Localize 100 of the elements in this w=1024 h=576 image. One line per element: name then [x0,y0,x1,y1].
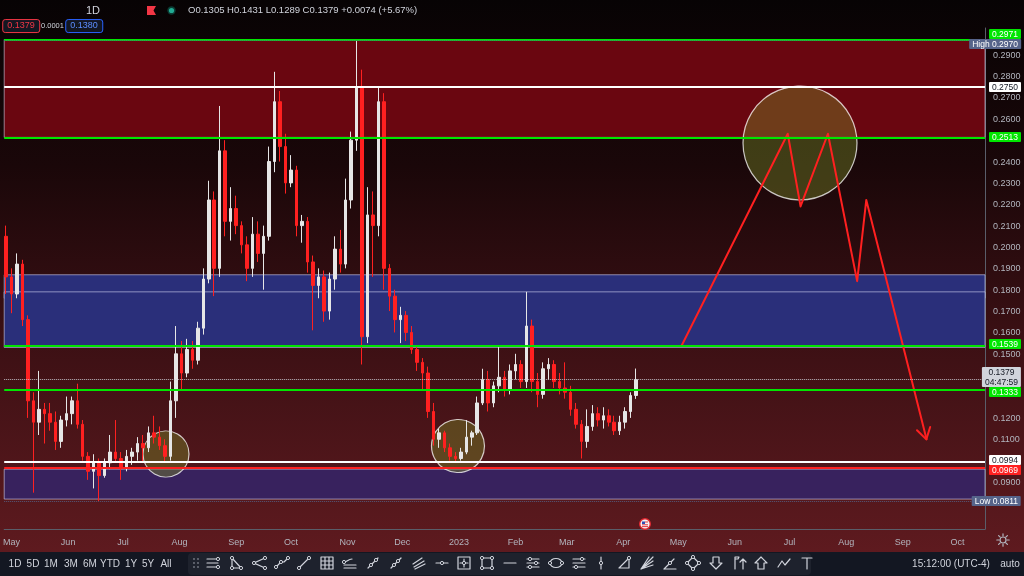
candlestick [223,139,227,237]
y-tick-label: 0.1100 [993,434,1020,445]
y-tick-label: 0.2000 [993,241,1021,252]
candlestick [37,370,41,436]
candlestick [497,344,501,393]
candlestick [212,190,216,297]
chart-title: 1D [86,3,101,17]
candlestick [437,428,441,449]
candlestick [196,321,200,365]
candlestick [344,178,347,269]
candlestick [629,391,632,419]
candlestick [114,419,117,464]
ref-line-label: 0.2971 [989,29,1021,40]
x-tick-label: May [669,536,688,547]
candlestick [552,359,556,389]
x-tick-label: Nov [339,536,357,547]
candlestick [76,383,79,430]
candlestick [333,235,337,291]
candlestick [602,406,605,430]
candlestick [81,419,84,462]
x-tick-label: Oct [283,536,299,547]
y-tick-label: 0.2400 [993,156,1021,167]
candlestick [284,133,287,195]
x-tick-label: Mar [558,536,575,547]
candlestick [508,363,512,395]
candlestick [322,269,326,323]
ref-line-label: 0.1379 04:47:59 [981,367,1021,388]
candlestick [349,131,353,210]
x-tick-label: Oct [950,536,966,547]
x-tick-label: Sep [228,536,245,547]
candlestick [251,216,254,278]
y-tick-label: 0.1200 [993,412,1021,423]
candlestick [536,372,539,408]
y-tick-label: 0.2200 [993,199,1021,210]
candlestick [618,415,621,436]
candlestick [574,402,578,430]
y-tick-label: 0.1700 [993,306,1021,317]
candlestick [262,225,265,291]
text: 5Y [141,557,155,569]
candlestick [410,325,413,355]
text: All [160,557,172,569]
candlestick [623,406,627,430]
candlestick [141,434,145,464]
candlestick [558,372,561,395]
candlestick [163,438,167,463]
candlestick [492,381,495,408]
text: 6M [83,557,97,569]
text: auto [1000,557,1020,569]
candlestick [48,402,52,432]
x-tick-label: Dec [394,536,411,547]
candlestick [503,370,506,398]
candlestick [421,357,424,391]
candlestick [591,404,594,432]
ref-line-label: 0.0994 [989,454,1021,465]
candlestick [465,419,468,455]
candlestick [152,415,156,445]
candlestick [580,419,583,459]
candlestick [218,105,221,278]
candlestick [306,216,309,274]
candlestick [273,71,276,173]
candlestick [448,443,452,462]
candlestick [525,291,528,389]
candlestick [443,430,446,453]
y-tick-label: 0.2700 [993,92,1021,103]
candlestick [432,402,435,447]
candlestick [174,325,178,419]
y-tick-label: 0.1600 [993,327,1021,338]
candlestick [267,146,271,242]
y-tick-label: 0.1800 [993,284,1021,295]
candlestick [147,425,150,453]
candlestick [15,252,19,299]
candlestick [366,186,369,344]
y-tick-label: 0.0900 [993,477,1021,487]
x-tick-label: Feb [507,536,524,547]
candlestick [377,86,380,237]
x-tick-label: Jul [117,536,129,547]
text: O0.1305 H0.1431 L0.1289 C0.1379 +0.0074 (+5.67%) [188,3,418,16]
y-tick-label: 0.1500 [993,348,1021,359]
y-tick-label: 0.1900 [993,263,1021,274]
ref-line-label: 0.2750 [989,81,1021,92]
candlestick [191,340,194,370]
candlestick [317,267,320,299]
candlestick [585,408,589,449]
x-tick-label: Sep [894,536,911,547]
candlestick [328,272,331,321]
candlestick [207,180,211,284]
text: 1Y [124,557,138,569]
candlestick [634,368,638,400]
candlestick [481,368,484,406]
candlestick [519,359,523,389]
candlestick [43,402,46,445]
candlestick [240,220,243,254]
annotation: 0.1379 [2,19,40,33]
candlestick [234,195,238,235]
candlestick [596,406,600,427]
ref-line-label: 0.2513 [989,132,1021,143]
candlestick [541,361,545,400]
x-tick-label: May [2,536,21,547]
candlestick [404,310,408,342]
candlestick [202,267,205,336]
